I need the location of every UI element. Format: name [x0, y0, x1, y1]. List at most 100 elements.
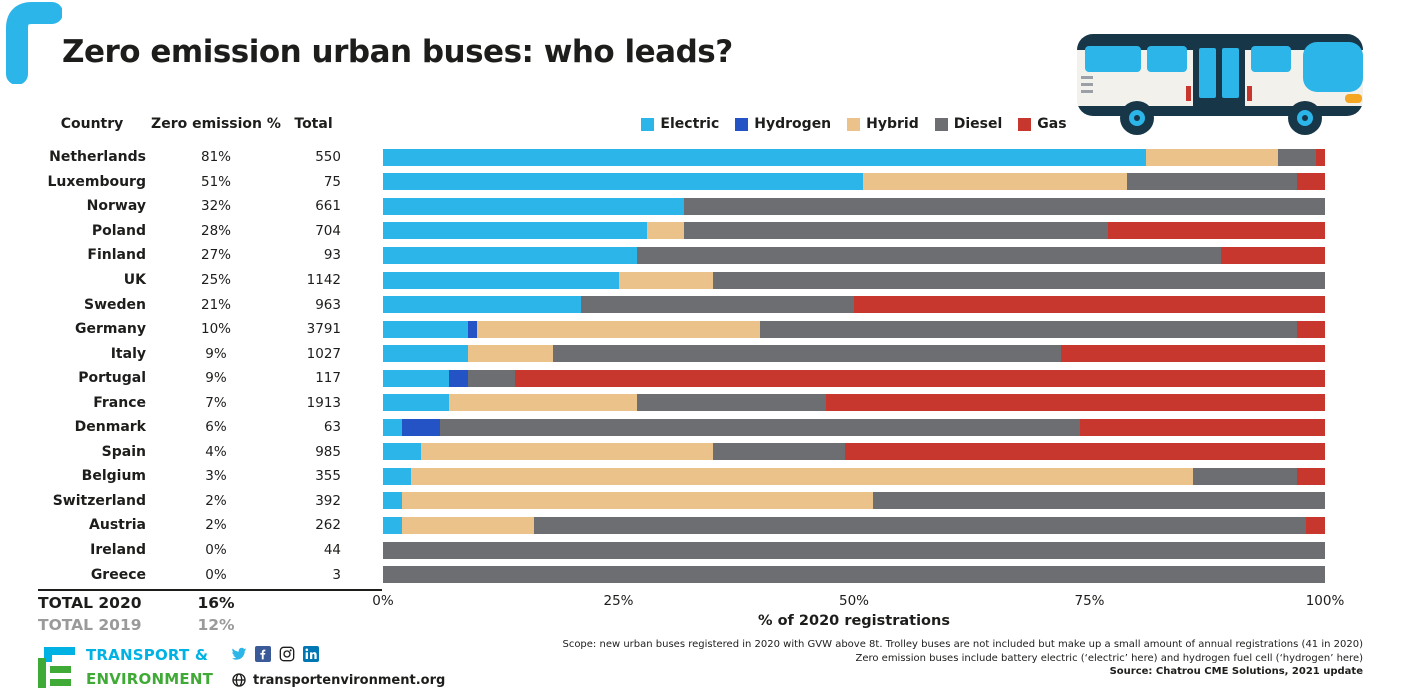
bar-segment-gas	[825, 394, 1325, 412]
bar-segment-gas	[514, 369, 1325, 387]
bar-segment-diesel	[1277, 148, 1316, 166]
table-row: Germany 10% 3791	[38, 317, 1325, 342]
bar-segment-diesel	[580, 296, 854, 314]
bar-segment-gas	[1296, 320, 1325, 338]
linkedin-icon[interactable]	[303, 646, 320, 662]
country-bar	[383, 394, 1325, 412]
zero-emission-value: 81%	[200, 149, 231, 166]
bar-segment-diesel	[383, 566, 1325, 584]
bar-segment-hybrid	[420, 443, 713, 461]
bar-segment-diesel	[467, 369, 515, 387]
zero-emission-value: 28%	[200, 222, 231, 239]
zero-emission-value: 0%	[205, 566, 227, 583]
bar-segment-electric	[383, 369, 449, 387]
zero-emission-value: 4%	[205, 443, 227, 460]
total-value: 661	[315, 198, 341, 215]
table-row: Norway 32% 661	[38, 194, 1325, 219]
country-label: Poland	[91, 222, 146, 239]
x-tick: 75%	[1074, 593, 1105, 609]
website-link[interactable]: transportenvironment.org	[253, 672, 446, 688]
table-row: France 7% 1913	[38, 390, 1325, 415]
country-label: Sweden	[84, 296, 146, 313]
legend-label: Diesel	[953, 116, 1003, 132]
bar-segment-gas	[1221, 246, 1325, 264]
bar-segment-gas	[853, 296, 1325, 314]
total-row-label: TOTAL 2020	[38, 594, 142, 612]
zero-emission-value: 27%	[200, 247, 231, 264]
twitter-icon[interactable]	[231, 646, 247, 662]
bar-segment-hybrid	[411, 467, 1194, 485]
bus-icon	[1075, 26, 1365, 142]
column-header-country: Country	[60, 116, 124, 132]
bar-segment-hybrid	[401, 516, 534, 534]
bar-segment-electric	[383, 222, 647, 240]
total-value: 63	[323, 419, 341, 436]
bar-segment-electric	[383, 173, 864, 191]
bar-segment-electric	[383, 394, 449, 412]
legend-item-diesel: Diesel	[934, 116, 1003, 132]
bar-segment-electric	[383, 345, 468, 363]
zero-emission-value: 3%	[205, 468, 227, 485]
legend-item-hydrogen: Hydrogen	[735, 116, 831, 132]
bar-segment-electric	[383, 492, 402, 510]
country-bar	[383, 148, 1325, 166]
country-label: Greece	[90, 566, 146, 583]
facebook-icon[interactable]	[255, 646, 272, 662]
country-bar	[383, 296, 1325, 314]
website-row: transportenvironment.org	[231, 672, 445, 688]
table-row: Finland 27% 93	[38, 243, 1325, 268]
country-label: Finland	[87, 247, 146, 264]
bar-segment-gas	[1061, 345, 1325, 363]
country-bar	[383, 197, 1325, 215]
table-row: Denmark 6% 63	[38, 415, 1325, 440]
te-logo-icon	[38, 646, 76, 692]
footer-brand: TRANSPORT & ENVIRONMENT	[38, 646, 445, 692]
zero-emission-value: 9%	[205, 370, 227, 387]
country-label: Switzerland	[52, 492, 146, 509]
bar-segment-diesel	[759, 320, 1297, 338]
bar-segment-diesel	[552, 345, 1062, 363]
legend-swatch	[735, 117, 749, 131]
column-header-total: Total	[294, 116, 333, 132]
total-value: 262	[315, 517, 341, 534]
bar-segment-diesel	[533, 516, 1307, 534]
table-row: Italy 9% 1027	[38, 341, 1325, 366]
country-bar	[383, 566, 1325, 584]
x-tick: 0%	[372, 593, 394, 609]
total-row: TOTAL 2020 16%	[38, 592, 341, 614]
total-value: 355	[315, 468, 341, 485]
total-value: 3791	[306, 321, 341, 338]
bar-segment-electric	[383, 148, 1147, 166]
bar-segment-gas	[1306, 516, 1325, 534]
legend-item-gas: Gas	[1018, 116, 1067, 132]
country-label: Austria	[89, 517, 146, 534]
total-value: 1027	[306, 345, 341, 362]
legend-swatch	[934, 117, 948, 131]
bar-segment-diesel	[383, 541, 1325, 559]
footnote-scope: Scope: new urban buses registered in 202…	[562, 639, 1363, 650]
bar-segment-diesel	[1193, 467, 1297, 485]
zero-emission-value: 25%	[200, 272, 231, 288]
country-bar	[383, 418, 1325, 436]
zero-emission-value: 0%	[205, 542, 227, 559]
bar-segment-hybrid	[646, 222, 685, 240]
total-value: 1913	[306, 394, 341, 411]
x-tick: 50%	[838, 593, 870, 609]
bar-segment-gas	[1315, 148, 1325, 166]
legend: Electric Hydrogen Hybrid Diesel Gas	[383, 116, 1325, 132]
bar-segment-electric	[383, 443, 421, 461]
zero-emission-value: 9%	[205, 345, 227, 362]
x-axis-label: % of 2020 registrations	[758, 613, 950, 629]
country-label: Ireland	[90, 542, 146, 559]
zero-emission-value: 6%	[205, 419, 227, 436]
bar-segment-gas	[1080, 418, 1325, 436]
country-label: Belgium	[81, 468, 146, 485]
total-value: 985	[315, 443, 341, 460]
country-bar	[383, 492, 1325, 510]
instagram-icon[interactable]	[279, 646, 295, 662]
table-row: UK 25% 1142	[38, 268, 1325, 293]
x-tick: 25%	[603, 593, 634, 609]
total-value: 704	[315, 222, 341, 239]
zero-emission-value: 10%	[200, 321, 231, 338]
legend-swatch	[1018, 117, 1032, 131]
